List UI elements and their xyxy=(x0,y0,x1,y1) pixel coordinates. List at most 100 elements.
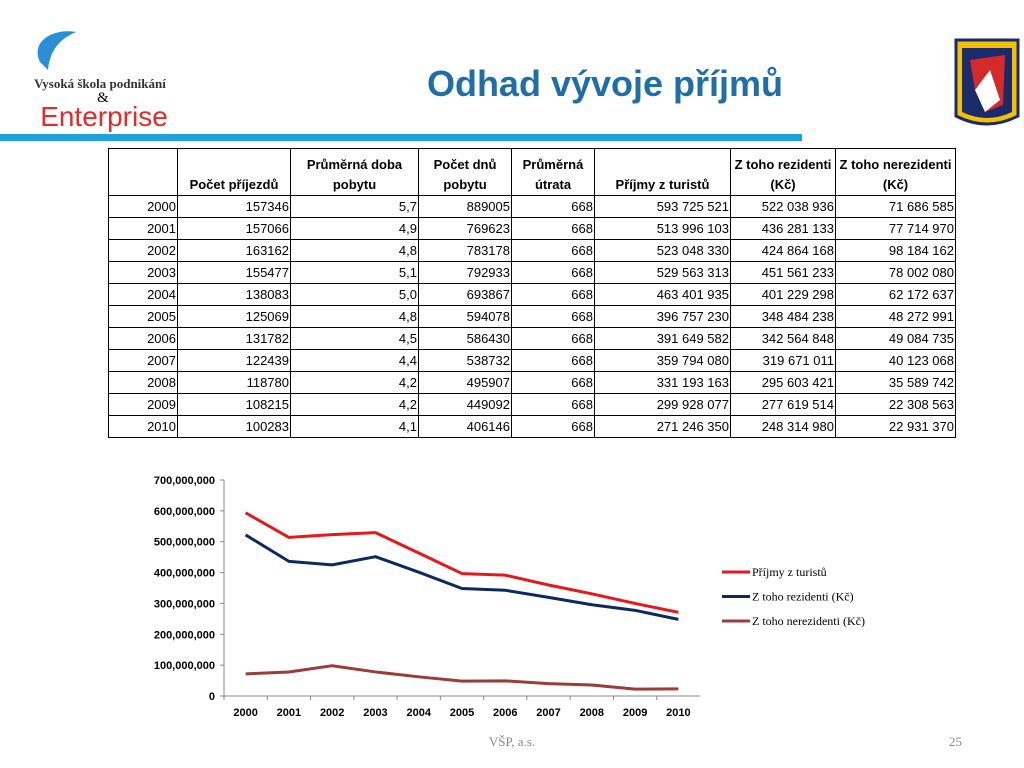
table-cell: 513 996 103 xyxy=(594,217,731,240)
x-tick-label: 2001 xyxy=(277,707,301,719)
table-cell: 277 619 514 xyxy=(730,393,836,416)
table-cell: 668 xyxy=(511,305,595,328)
table-cell: 157066 xyxy=(177,217,291,240)
table-cell: 2000 xyxy=(108,195,178,218)
table-row: 2006 131782 4,5 586430 668 391 649 582 342 564… xyxy=(108,327,956,350)
table-cell: 40 123 068 xyxy=(835,349,956,372)
table-cell: 586430 xyxy=(418,327,512,350)
table-cell: 5,1 xyxy=(290,261,419,284)
legend-label: Z toho nerezidenti (Kč) xyxy=(752,614,865,628)
table-cell: 108215 xyxy=(177,393,291,416)
table-cell: 783178 xyxy=(418,239,512,262)
table-cell: 4,8 xyxy=(290,305,419,328)
table-cell: 2006 xyxy=(108,327,178,350)
table-cell: 2001 xyxy=(108,217,178,240)
table-cell: 522 038 936 xyxy=(730,195,836,218)
table-cell: 451 561 233 xyxy=(730,261,836,284)
table-cell: 49 084 735 xyxy=(835,327,956,350)
table-cell: 463 401 935 xyxy=(594,283,731,306)
table-cell: 391 649 582 xyxy=(594,327,731,350)
table-cell: 295 603 421 xyxy=(730,371,836,394)
table-cell: 668 xyxy=(511,261,595,284)
y-tick-label: 0 xyxy=(209,691,215,703)
table-cell: 2008 xyxy=(108,371,178,394)
x-tick-label: 2010 xyxy=(666,707,690,719)
table-cell: 396 757 230 xyxy=(594,305,731,328)
table-cell: 4,5 xyxy=(290,327,419,350)
table-row: 2001 157066 4,9 769623 668 513 996 103 436 281… xyxy=(108,217,956,240)
table-cell: 4,2 xyxy=(290,393,419,416)
line-series xyxy=(245,664,679,691)
table-row: 2009 108215 4,2 449092 668 299 928 077 277 619… xyxy=(108,393,956,416)
table-cell: 424 864 168 xyxy=(730,239,836,262)
table-cell: 2003 xyxy=(108,261,178,284)
table-cell: Z toho nerezidenti (Kč) xyxy=(835,148,956,196)
table-cell: 668 xyxy=(511,239,595,262)
table-cell: 342 564 848 xyxy=(730,327,836,350)
euroregion-logo xyxy=(954,38,1020,126)
table-cell: 668 xyxy=(511,327,595,350)
table-cell: 163162 xyxy=(177,239,291,262)
table-cell: 319 671 011 xyxy=(730,349,836,372)
table-cell: 4,1 xyxy=(290,415,419,438)
table-cell: 157346 xyxy=(177,195,291,218)
table-cell: 495907 xyxy=(418,371,512,394)
table-cell: 48 272 991 xyxy=(835,305,956,328)
table-cell: 769623 xyxy=(418,217,512,240)
y-tick-label: 400,000,000 xyxy=(154,568,215,580)
table-cell: 131782 xyxy=(177,327,291,350)
table-cell: 449092 xyxy=(418,393,512,416)
table-row: Počet příjezdů Průměrná doba pobytu Počet … xyxy=(108,148,956,196)
table-cell: 62 172 637 xyxy=(835,283,956,306)
y-tick-label: 600,000,000 xyxy=(154,506,215,518)
table-cell: 668 xyxy=(511,349,595,372)
y-tick-label: 500,000,000 xyxy=(154,537,215,549)
table-cell: 4,4 xyxy=(290,349,419,372)
y-tick-label: 200,000,000 xyxy=(154,629,215,641)
line-series xyxy=(244,533,679,621)
table-cell: 2005 xyxy=(108,305,178,328)
table-cell: 331 193 163 xyxy=(594,371,731,394)
table-row: 2002 163162 4,8 783178 668 523 048 330 424 864… xyxy=(108,239,956,262)
x-tick-label: 2004 xyxy=(406,707,431,719)
table-cell: 155477 xyxy=(177,261,291,284)
table-cell: Počet příjezdů xyxy=(177,148,291,196)
school-name: Vysoká škola podnikání xyxy=(34,76,166,91)
x-tick-label: 2002 xyxy=(320,707,344,719)
legend-label: Příjmy z turistů xyxy=(752,565,827,579)
table-cell: 2004 xyxy=(108,283,178,306)
slide-title: Odhad vývoje příjmů xyxy=(427,63,783,104)
table-cell: 98 184 162 xyxy=(835,239,956,262)
table-row: 2000 157346 5,7 889005 668 593 725 521 522 038… xyxy=(108,195,956,218)
table-row: 2003 155477 5,1 792933 668 529 563 313 451 561… xyxy=(108,261,956,284)
table-cell: 125069 xyxy=(177,305,291,328)
table-cell: 406146 xyxy=(418,415,512,438)
table-cell: 118780 xyxy=(177,371,291,394)
table-cell: 668 xyxy=(511,195,595,218)
table-cell: 538732 xyxy=(418,349,512,372)
table-row: 2008 118780 4,2 495907 668 331 193 163 295 603… xyxy=(108,371,956,394)
table-cell: 5,7 xyxy=(290,195,419,218)
table-row: 2007 122439 4,4 538732 668 359 794 080 319 671… xyxy=(108,349,956,372)
table-cell: 529 563 313 xyxy=(594,261,731,284)
table-cell: 77 714 970 xyxy=(835,217,956,240)
table-cell: 401 229 298 xyxy=(730,283,836,306)
footer-text: VŠP, a.s. xyxy=(489,734,535,749)
table-row: 2004 138083 5,0 693867 668 463 401 935 401 229… xyxy=(108,283,956,306)
table-cell: 78 002 080 xyxy=(835,261,956,284)
table-cell: 359 794 080 xyxy=(594,349,731,372)
x-tick-label: 2003 xyxy=(363,707,387,719)
y-tick-label: 700,000,000 xyxy=(154,475,215,487)
logo-swoosh xyxy=(37,31,76,71)
table-cell: Průměrná doba pobytu xyxy=(290,148,419,196)
table-cell: 4,2 xyxy=(290,371,419,394)
table-cell: 593 725 521 xyxy=(594,195,731,218)
legend-label: Z toho rezidenti (Kč) xyxy=(752,590,854,604)
table-cell: 2002 xyxy=(108,239,178,262)
table-cell: 348 484 238 xyxy=(730,305,836,328)
table-cell: 22 931 370 xyxy=(835,415,956,438)
table-cell: 2010 xyxy=(108,415,178,438)
title-bar xyxy=(0,134,802,141)
table-cell: 693867 xyxy=(418,283,512,306)
